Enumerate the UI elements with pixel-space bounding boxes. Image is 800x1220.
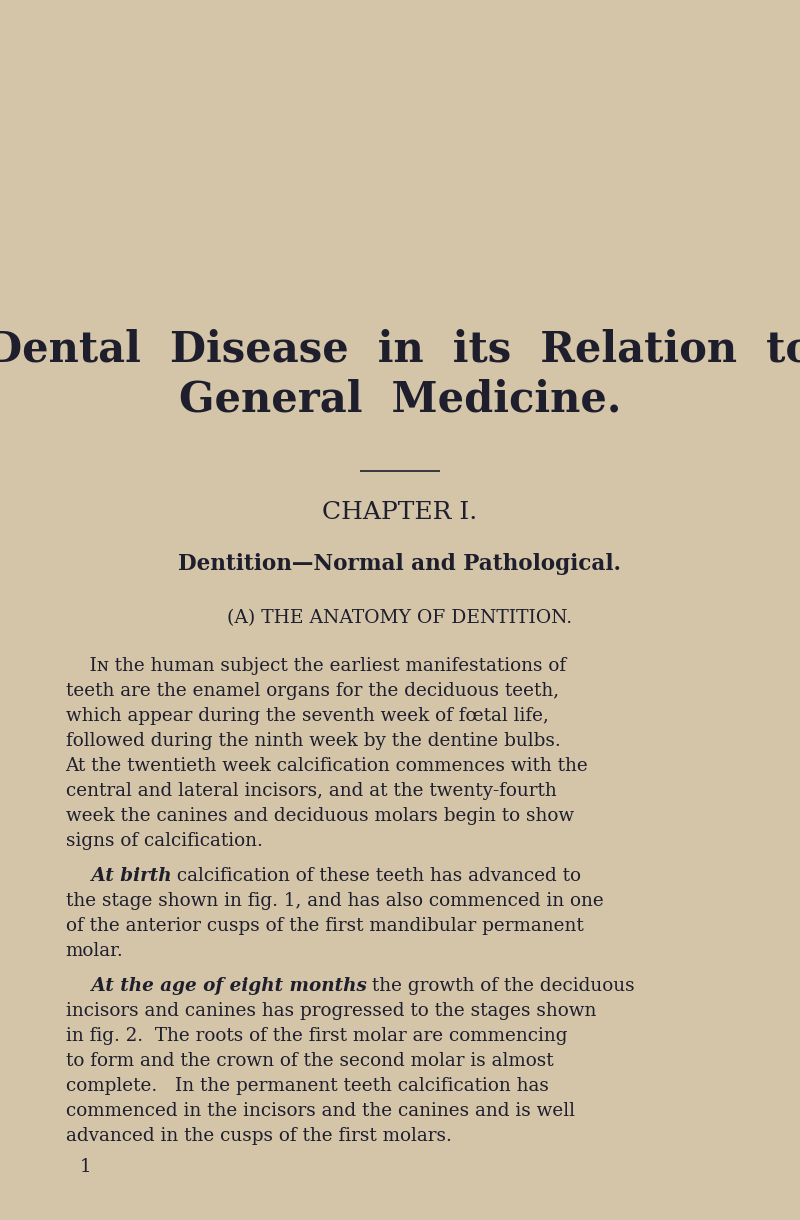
Text: Iɴ the human subject the earliest manifestations of: Iɴ the human subject the earliest manife… — [66, 658, 566, 675]
Text: teeth are the enamel organs for the deciduous teeth,: teeth are the enamel organs for the deci… — [66, 682, 558, 700]
Text: commenced in the incisors and the canines and is well: commenced in the incisors and the canine… — [66, 1102, 574, 1120]
Text: calcification of these teeth has advanced to: calcification of these teeth has advance… — [171, 867, 582, 884]
Text: followed during the ninth week by the dentine bulbs.: followed during the ninth week by the de… — [66, 732, 560, 750]
Text: the growth of the deciduous: the growth of the deciduous — [366, 977, 635, 996]
Text: complete.   In the permanent teeth calcification has: complete. In the permanent teeth calcifi… — [66, 1077, 549, 1096]
Text: At birth: At birth — [66, 867, 171, 884]
Text: Dentition—Normal and Pathological.: Dentition—Normal and Pathological. — [178, 553, 622, 575]
Text: molar.: molar. — [66, 942, 123, 960]
Text: the stage shown in fig. 1, and has also commenced in one: the stage shown in fig. 1, and has also … — [66, 892, 603, 910]
Text: to form and the crown of the second molar is almost: to form and the crown of the second mola… — [66, 1052, 554, 1070]
Text: which appear during the seventh week of fœtal life,: which appear during the seventh week of … — [66, 708, 549, 725]
Text: week the canines and deciduous molars begin to show: week the canines and deciduous molars be… — [66, 806, 574, 825]
Text: in fig. 2.  The roots of the first molar are commencing: in fig. 2. The roots of the first molar … — [66, 1027, 567, 1046]
Text: of the anterior cusps of the first mandibular permanent: of the anterior cusps of the first mandi… — [66, 917, 583, 935]
Text: incisors and canines has progressed to the stages shown: incisors and canines has progressed to t… — [66, 1002, 596, 1020]
Text: Dental  Disease  in  its  Relation  to: Dental Disease in its Relation to — [0, 329, 800, 371]
Text: signs of calcification.: signs of calcification. — [66, 832, 262, 850]
Text: At the age of eight months: At the age of eight months — [66, 977, 366, 996]
Text: CHAPTER I.: CHAPTER I. — [322, 501, 478, 525]
Text: (A) THE ANATOMY OF DENTITION.: (A) THE ANATOMY OF DENTITION. — [227, 609, 573, 627]
Text: central and lateral incisors, and at the twenty-fourth: central and lateral incisors, and at the… — [66, 782, 556, 800]
Text: advanced in the cusps of the first molars.: advanced in the cusps of the first molar… — [66, 1127, 451, 1146]
Text: 1: 1 — [80, 1158, 91, 1176]
Text: General  Medicine.: General Medicine. — [179, 379, 621, 421]
Text: At the twentieth week calcification commences with the: At the twentieth week calcification comm… — [66, 756, 588, 775]
